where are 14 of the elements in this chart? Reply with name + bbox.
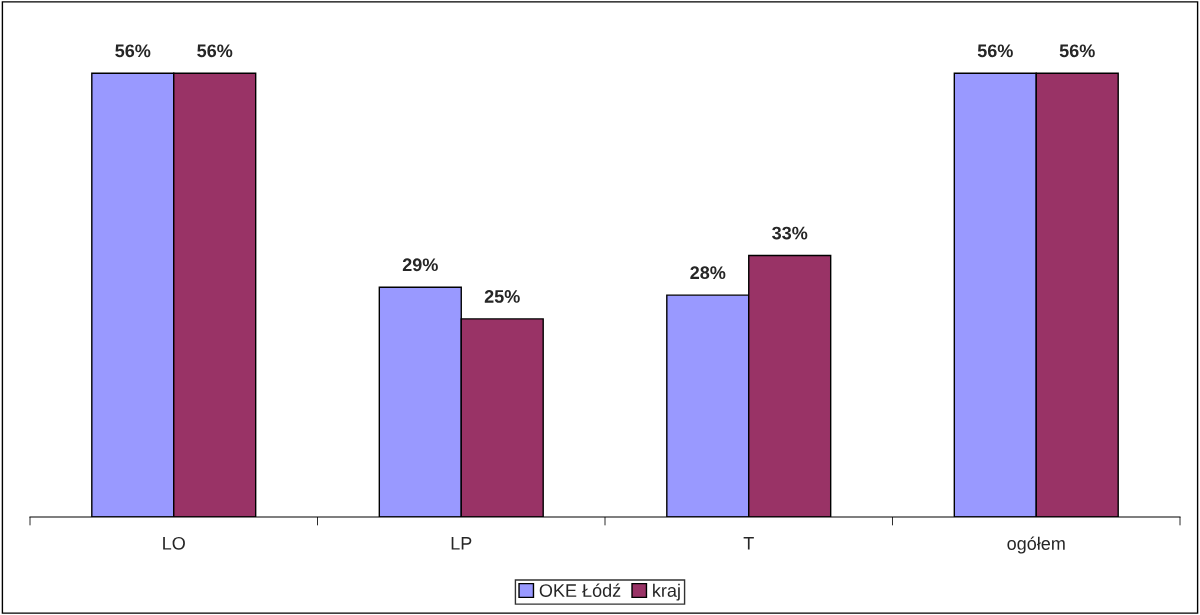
data-label: 33% <box>772 226 808 240</box>
data-label: 56% <box>115 44 151 58</box>
data-label: 56% <box>197 44 233 58</box>
x-tick-label: T <box>743 537 754 550</box>
x-tick-label: LP <box>451 537 472 550</box>
data-label: 56% <box>1059 44 1095 58</box>
data-label: 25% <box>484 290 520 303</box>
data-label: 29% <box>402 258 438 272</box>
legend-label: OKE Łódź <box>539 583 621 597</box>
x-tick-label: ogółem <box>1007 536 1065 554</box>
data-label: 28% <box>690 266 726 280</box>
legend-label: kraj <box>653 583 680 601</box>
x-tick-label: LO <box>163 536 185 550</box>
data-label: 56% <box>977 44 1013 58</box>
